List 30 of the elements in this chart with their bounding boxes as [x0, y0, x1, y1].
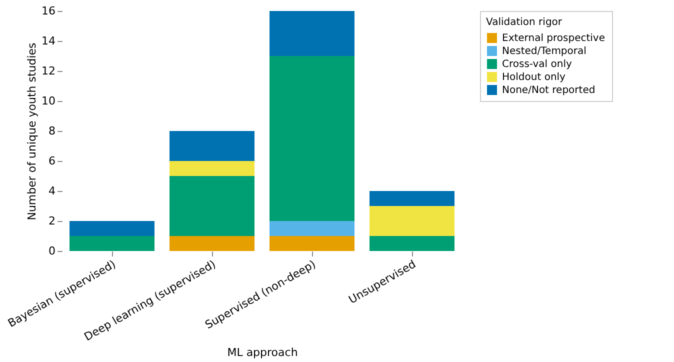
y-tick-label: 16 — [42, 4, 56, 18]
y-tick-label: 14 — [42, 34, 56, 48]
y-tick-label: 10 — [42, 94, 56, 108]
y-tick-label: 2 — [48, 214, 56, 228]
legend-label: Nested/Temporal — [502, 46, 586, 57]
bar — [370, 191, 454, 206]
bar — [370, 236, 454, 251]
bar — [370, 206, 454, 236]
y-tick-label: 12 — [42, 64, 56, 78]
y-tick-label: 4 — [48, 184, 56, 198]
y-axis-title: Number of unique youth studies — [26, 42, 39, 220]
bar — [270, 11, 354, 56]
legend-label: Cross-val only — [502, 59, 572, 70]
bar — [70, 221, 154, 236]
legend-label: External prospective — [502, 33, 606, 44]
bar — [270, 221, 354, 236]
bar — [70, 236, 154, 251]
y-tick-label: 8 — [48, 124, 56, 138]
y-tick-label: 6 — [48, 154, 56, 168]
bar — [270, 56, 354, 221]
bar — [170, 176, 254, 236]
bar — [170, 161, 254, 176]
legend-title: Validation rigor — [486, 17, 563, 28]
legend-label: None/Not reported — [502, 85, 596, 96]
legend-label: Holdout only — [502, 72, 566, 83]
x-axis-title: ML approach — [227, 346, 298, 359]
bar — [270, 236, 354, 251]
bar — [170, 236, 254, 251]
y-tick-label: 0 — [48, 244, 56, 258]
bar — [170, 131, 254, 161]
